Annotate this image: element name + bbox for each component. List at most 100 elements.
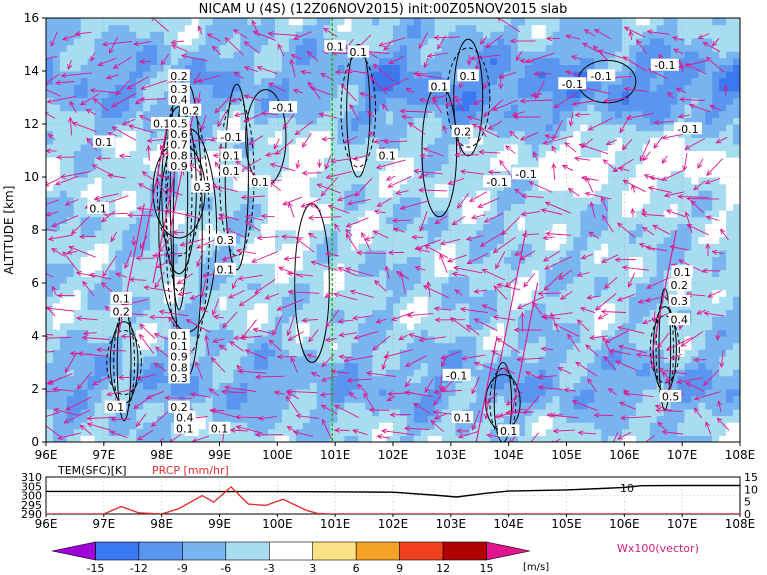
shade-cell	[337, 90, 345, 99]
shade-cell	[295, 362, 304, 370]
shade-cell	[372, 24, 380, 32]
shade-cell	[372, 256, 380, 264]
shade-cell	[455, 190, 463, 198]
shade-cell	[538, 117, 547, 125]
shade-cell	[462, 183, 470, 191]
shade-cell	[441, 37, 450, 46]
shade-cell	[538, 110, 547, 118]
shade-cell	[323, 395, 332, 403]
shade-cell	[316, 236, 325, 244]
shade-cell	[580, 329, 588, 337]
shade-cell	[150, 289, 158, 297]
shade-cell	[379, 190, 387, 198]
shade-cell	[282, 190, 290, 198]
shade-cell	[164, 362, 172, 370]
shade-cell	[309, 276, 318, 284]
shade-cell	[351, 97, 359, 105]
shade-cell	[358, 296, 366, 304]
shade-cell	[386, 84, 394, 92]
shade-cell	[87, 177, 96, 185]
shade-cell	[52, 124, 61, 132]
shade-cell	[462, 84, 470, 92]
shade-cell	[517, 342, 526, 350]
shade-cell	[164, 408, 172, 417]
shade-cell	[80, 389, 89, 397]
shade-cell	[552, 210, 561, 218]
shade-cell	[427, 329, 436, 337]
shade-cell	[46, 296, 54, 304]
shade-cell	[379, 276, 387, 284]
shade-cell	[573, 329, 581, 337]
shade-cell	[129, 104, 137, 112]
shade-cell	[365, 196, 373, 205]
shade-cell	[66, 382, 75, 390]
shade-cell	[108, 316, 116, 324]
shade-cell	[476, 183, 484, 191]
shade-cell	[157, 110, 165, 118]
shade-cell	[483, 415, 491, 423]
shade-cell	[566, 124, 574, 132]
shade-cell	[143, 51, 151, 59]
shade-cell	[379, 230, 387, 238]
shade-cell	[358, 157, 366, 165]
shade-cell	[268, 283, 276, 291]
shade-cell	[559, 389, 568, 397]
shade-cell	[566, 329, 574, 337]
shade-cell	[337, 336, 345, 344]
shade-cell	[379, 382, 387, 390]
shade-cell	[559, 289, 568, 297]
shade-cell	[115, 170, 123, 178]
shade-cell	[157, 177, 165, 185]
shade-cell	[205, 322, 214, 330]
shade-cell	[191, 203, 200, 211]
shade-cell	[517, 84, 526, 92]
shade-cell	[268, 124, 276, 132]
shade-cell	[372, 289, 380, 297]
shade-cell	[420, 84, 429, 92]
shade-cell	[413, 84, 422, 92]
shade-cell	[351, 64, 359, 72]
shade-cell	[511, 31, 519, 39]
shade-cell	[143, 329, 151, 337]
shade-cell	[282, 309, 290, 317]
shade-cell	[254, 31, 262, 39]
shade-cell	[191, 402, 200, 410]
shade-cell	[566, 316, 574, 324]
shade-cell	[52, 322, 61, 330]
shade-cell	[177, 256, 186, 264]
shade-cell	[143, 24, 151, 32]
shade-cell	[205, 57, 214, 65]
shade-cell	[462, 170, 470, 178]
shade-cell	[143, 163, 151, 171]
shade-cell	[504, 31, 512, 39]
shade-cell	[309, 236, 318, 244]
shade-cell	[282, 216, 290, 224]
shade-cell	[337, 77, 345, 85]
shade-cell	[330, 389, 338, 397]
shade-cell	[427, 18, 436, 26]
shade-cell	[559, 375, 568, 383]
shade-cell	[219, 64, 227, 72]
shade-cell	[101, 362, 109, 370]
shade-cell	[164, 31, 172, 39]
shade-cell	[46, 51, 54, 59]
shade-cell	[420, 422, 429, 430]
shade-cell	[122, 190, 130, 198]
shade-cell	[358, 289, 366, 297]
shade-cell	[59, 150, 68, 158]
shade-cell	[115, 422, 123, 430]
shade-cell	[282, 223, 290, 231]
shade-cell	[212, 157, 221, 165]
shade-cell	[469, 236, 477, 244]
shade-cell	[358, 355, 366, 364]
shade-cell	[524, 124, 533, 132]
shade-cell	[219, 37, 227, 46]
shade-cell	[469, 276, 477, 284]
shade-cell	[73, 230, 82, 238]
shade-cell	[330, 104, 338, 112]
shade-cell	[441, 289, 450, 297]
shade-cell	[150, 395, 158, 403]
shade-cell	[344, 37, 352, 46]
shade-cell	[282, 249, 290, 258]
shade-cell	[295, 163, 304, 171]
